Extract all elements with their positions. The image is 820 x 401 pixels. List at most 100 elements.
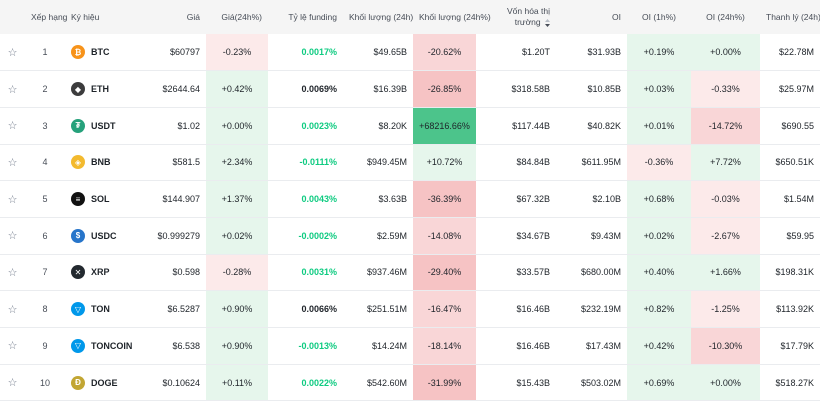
favorite-star-icon[interactable]: ☆ [7,377,18,390]
volume-24h-cell: $949.45M [366,157,407,168]
symbol-cell[interactable]: ▽ TONCOIN [65,328,145,365]
volume-24h-cell: $49.65B [373,47,407,58]
header-volume-24h[interactable]: Khối lượng (24h) [349,12,414,22]
table-row[interactable]: ☆ 10 Ð DOGE $0.10624 +0.11% 0.0022% $542… [0,364,820,401]
volume-24h-cell: $8.20K [378,120,407,131]
symbol-label: TONCOIN [91,340,133,351]
rank-cell: 8 [42,304,48,315]
header-oi-1h[interactable]: OI (1h%) [641,12,676,22]
header-rank[interactable]: Xếp hạng [31,12,68,22]
symbol-label: BTC [91,47,110,58]
price-cell: $2644.64 [162,84,200,95]
liquidation-24h-cell: $17.79K [780,340,814,351]
liquidation-24h-cell: $690.55 [781,120,814,131]
change-24h-cell: +0.11% [206,364,268,401]
header-oi[interactable]: OI [612,12,621,22]
symbol-cell[interactable]: ✕ XRP [65,254,145,291]
table-row[interactable]: ☆ 5 ≡ SOL $144.907 +1.37% 0.0043% $3.63B… [0,180,820,218]
market-cap-cell: $67.32B [516,194,550,205]
rank-cell: 3 [42,120,48,131]
change-24h-cell: +0.02% [206,217,268,255]
favorite-star-icon[interactable]: ☆ [7,266,18,279]
usdt-logo-icon: ₮ [71,118,85,133]
symbol-cell[interactable]: $ USDC [65,217,145,254]
header-market-cap[interactable]: Vốn hóa thị trường [476,0,556,34]
market-cap-cell: $34.67B [516,230,550,241]
oi-24h-cell: +1.66% [691,254,760,291]
price-cell: $6.5287 [167,304,200,315]
table-body: ☆ 1 ₿ BTC $60797 -0.23% 0.0017% $49.65B … [0,34,820,401]
oi-24h-cell: -0.33% [691,70,760,108]
header-volume-change-24h[interactable]: Khối lượng (24h%) [419,12,491,22]
symbol-label: USDT [91,120,116,131]
oi-24h-cell: -14.72% [691,107,760,145]
favorite-star-icon[interactable]: ☆ [7,303,18,316]
doge-logo-icon: Ð [71,375,85,390]
funding-rate-cell: -0.0013% [298,340,337,351]
change-24h-cell: -0.23% [206,34,268,71]
table-row[interactable]: ☆ 4 ◈ BNB $581.5 +2.34% -0.0111% $949.45… [0,144,820,181]
table-row[interactable]: ☆ 2 ◆ ETH $2644.64 +0.42% 0.0069% $16.39… [0,70,820,108]
favorite-star-icon[interactable]: ☆ [7,230,18,243]
oi-1h-cell: +0.82% [627,290,691,328]
volume-24h-cell: $14.24M [371,340,407,351]
price-cell: $0.999279 [157,230,200,241]
oi-cell: $10.85B [587,84,621,95]
header-symbol[interactable]: Ký hiệu [71,12,100,22]
volume-change-cell: -14.08% [413,217,476,255]
favorite-star-icon[interactable]: ☆ [7,156,18,169]
oi-24h-cell: -0.03% [691,180,760,218]
volume-change-cell: -36.39% [413,180,476,218]
symbol-label: USDC [91,230,117,241]
symbol-cell[interactable]: ▽ TON [65,291,145,328]
symbol-label: BNB [91,157,111,168]
volume-24h-cell: $3.63B [378,194,407,205]
funding-rate-cell: 0.0023% [301,120,337,131]
oi-cell: $680.00M [580,267,621,278]
symbol-label: DOGE [91,377,118,388]
header-oi-24h[interactable]: OI (24h%) [706,12,745,22]
favorite-star-icon[interactable]: ☆ [7,193,18,206]
table-row[interactable]: ☆ 9 ▽ TONCOIN $6.538 +0.90% -0.0013% $14… [0,327,820,365]
symbol-cell[interactable]: ₿ BTC [65,34,145,71]
symbol-cell[interactable]: ≡ SOL [65,181,145,218]
oi-24h-cell: +0.00% [691,34,760,71]
symbol-cell[interactable]: ◆ ETH [65,71,145,108]
market-cap-cell: $15.43B [516,377,550,388]
table-row[interactable]: ☆ 6 $ USDC $0.999279 +0.02% -0.0002% $2.… [0,217,820,255]
funding-rate-cell: 0.0031% [301,267,337,278]
header-funding-rate[interactable]: Tỷ lệ funding [288,12,337,22]
symbol-cell[interactable]: ◈ BNB [65,144,145,181]
favorite-star-icon[interactable]: ☆ [7,46,18,59]
liquidation-24h-cell: $25.97M [778,84,814,95]
market-cap-cell: $84.84B [516,157,550,168]
funding-rate-cell: -0.0002% [298,230,337,241]
table-header: Xếp hạng Ký hiệu Giá Giá(24h%) Tỷ lệ fun… [0,0,820,34]
toncoin-logo-icon: ▽ [71,338,85,353]
symbol-cell[interactable]: ₮ USDT [65,107,145,144]
funding-rate-cell: 0.0017% [301,47,337,58]
table-row[interactable]: ☆ 1 ₿ BTC $60797 -0.23% 0.0017% $49.65B … [0,34,820,71]
oi-1h-cell: +0.68% [627,180,691,218]
header-liquidation-24h[interactable]: Thanh lý (24h) [766,12,820,22]
oi-1h-cell: +0.69% [627,364,691,401]
symbol-cell[interactable]: Ð DOGE [65,364,145,401]
volume-24h-cell: $16.39B [373,84,407,95]
funding-rate-cell: -0.0111% [299,157,337,168]
market-cap-cell: $318.58B [511,84,550,95]
rank-cell: 5 [42,194,48,205]
favorite-star-icon[interactable]: ☆ [7,340,18,353]
bnb-logo-icon: ◈ [71,155,85,170]
rank-cell: 1 [42,47,48,58]
header-change-24h[interactable]: Giá(24h%) [221,12,262,22]
favorite-star-icon[interactable]: ☆ [7,83,18,96]
table-row[interactable]: ☆ 7 ✕ XRP $0.598 -0.28% 0.0031% $937.46M… [0,254,820,291]
oi-1h-cell: +0.03% [627,70,691,108]
table-row[interactable]: ☆ 8 ▽ TON $6.5287 +0.90% 0.0066% $251.51… [0,290,820,328]
table-row[interactable]: ☆ 3 ₮ USDT $1.02 +0.00% 0.0023% $8.20K +… [0,107,820,145]
favorite-star-icon[interactable]: ☆ [7,120,18,133]
oi-cell: $503.02M [580,377,621,388]
header-price[interactable]: Giá [186,12,200,22]
symbol-label: SOL [91,194,110,205]
